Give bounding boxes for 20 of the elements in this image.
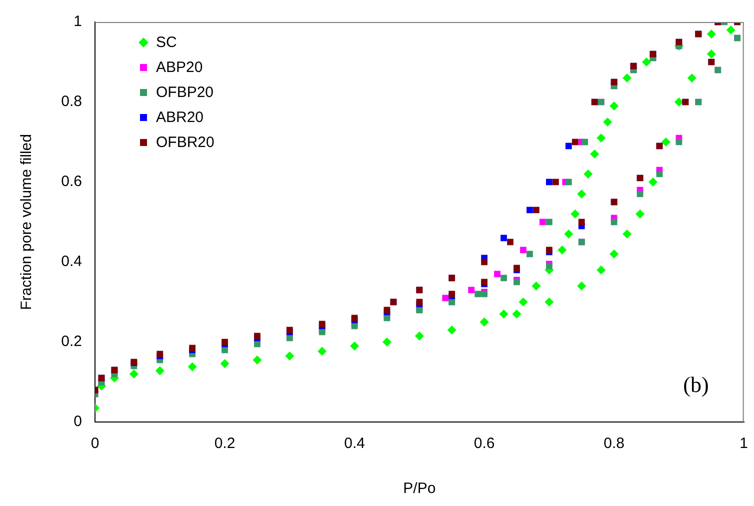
y-tick-label: 0.8	[61, 93, 82, 110]
x-tick-label: 0.6	[474, 435, 495, 452]
x-tick-label: 0.8	[604, 435, 624, 452]
legend-label: OFBP20	[156, 84, 214, 101]
y-tick-label: 0.2	[61, 333, 82, 350]
y-tick-label: 1	[74, 13, 82, 30]
x-tick-label: 0.2	[214, 435, 236, 452]
x-axis-title: P/Po	[403, 480, 436, 498]
x-tick-label: 1	[740, 435, 748, 452]
x-tick-label: 0	[90, 435, 100, 452]
y-tick-label: 0.6	[61, 173, 82, 190]
legend-label: ABP20	[156, 59, 203, 76]
legend-label: SC	[156, 34, 177, 51]
legend-label: OFBR20	[156, 134, 214, 151]
legend-label: ABR20	[156, 109, 204, 126]
x-tick-label: 0.4	[344, 435, 365, 452]
y-tick-label: 0	[74, 413, 82, 430]
y-tick-label: 0.4	[61, 253, 82, 270]
y-axis-title: Fraction pore volume filled	[18, 134, 36, 310]
annotation: (b)	[683, 372, 709, 397]
